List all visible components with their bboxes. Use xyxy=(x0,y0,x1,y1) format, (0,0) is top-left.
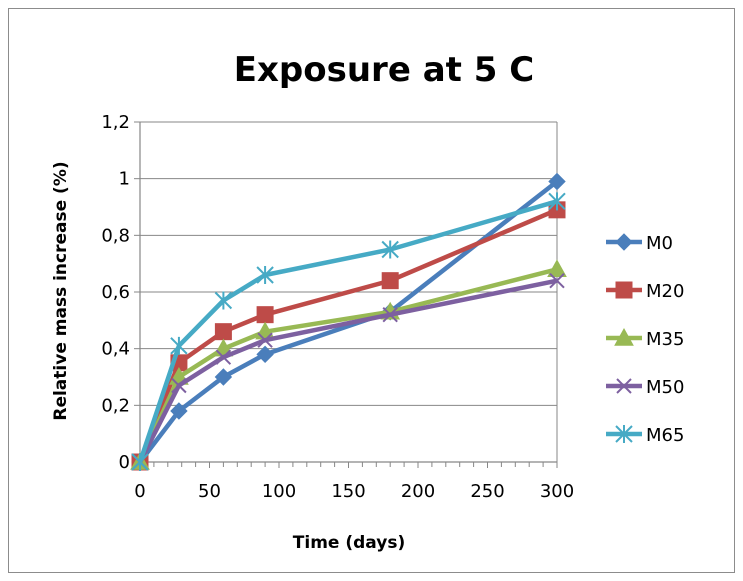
data-point xyxy=(381,272,399,290)
legend: M0 M20 M35 M50 M65 xyxy=(606,233,684,446)
data-point xyxy=(549,272,565,289)
tick-labels: 0 0,2 0,4 0,6 0,8 1 1,2 0 50 100 150 200 250 300 xyxy=(101,112,574,502)
series-lines xyxy=(130,172,567,471)
legend-marker xyxy=(614,327,634,346)
x-tick-label: 100 xyxy=(262,481,296,502)
chart-title: Exposure at 5 C xyxy=(234,50,534,90)
series-line xyxy=(137,207,558,463)
data-point xyxy=(171,377,187,394)
y-tick-label: 1,2 xyxy=(101,112,130,133)
legend-marker xyxy=(615,281,633,299)
legend-item: M50 xyxy=(606,377,684,398)
y-tick-label: 1 xyxy=(119,169,130,190)
legend-item: M35 xyxy=(606,327,684,350)
series-line xyxy=(137,278,558,464)
data-point xyxy=(131,453,149,471)
data-point xyxy=(256,266,274,284)
line-chart: Exposure at 5 C 0 0,2 0,4 0,6 0,8 1 1,2 0 50 100 1… xyxy=(51,50,684,553)
x-tick-label: 250 xyxy=(470,481,504,502)
legend-label: M35 xyxy=(646,329,684,350)
data-point xyxy=(548,192,566,211)
y-axis-label: Relative mass increase (%) xyxy=(51,161,71,420)
axes xyxy=(134,121,558,468)
legend-item: M20 xyxy=(606,281,684,302)
series-M65 xyxy=(131,192,566,471)
y-tick-label: 0,8 xyxy=(101,225,130,246)
series-line xyxy=(138,179,559,464)
data-point xyxy=(256,345,274,364)
x-tick-label: 300 xyxy=(540,481,574,502)
data-point xyxy=(547,259,567,278)
x-tick-label: 150 xyxy=(331,481,365,502)
legend-marker xyxy=(615,233,633,251)
x-tick-label: 0 xyxy=(134,481,145,502)
y-tick-label: 0,6 xyxy=(101,282,130,303)
y-tick-label: 0,2 xyxy=(101,395,130,416)
y-tick-label: 0 xyxy=(119,452,130,473)
data-point xyxy=(382,306,398,323)
data-point xyxy=(170,402,188,420)
data-point xyxy=(548,172,566,191)
legend-label: M65 xyxy=(646,425,684,446)
data-point xyxy=(214,323,232,341)
data-point xyxy=(214,291,233,310)
legend-marker xyxy=(616,378,632,394)
legend-label: M20 xyxy=(646,281,684,302)
data-point xyxy=(215,349,232,365)
legend-item: M0 xyxy=(606,233,673,254)
series-line xyxy=(137,199,558,463)
legend-label: M0 xyxy=(646,233,673,254)
series-line xyxy=(137,267,558,463)
chart-frame: Exposure at 5 C 0 0,2 0,4 0,6 0,8 1 1,2 0 50 100 1… xyxy=(8,8,735,573)
y-tick-label: 0,4 xyxy=(101,339,130,360)
legend-item: M65 xyxy=(606,425,684,446)
data-point xyxy=(214,368,233,386)
legend-label: M50 xyxy=(646,377,684,398)
x-axis-label: Time (days) xyxy=(293,533,405,553)
data-point xyxy=(381,240,399,259)
x-tick-label: 50 xyxy=(198,481,221,502)
series-M50 xyxy=(132,272,565,470)
data-point xyxy=(257,332,273,348)
data-point xyxy=(170,336,188,355)
x-tick-label: 200 xyxy=(401,481,435,502)
series-M20 xyxy=(131,201,566,471)
legend-marker xyxy=(615,425,633,443)
data-point xyxy=(256,306,274,324)
